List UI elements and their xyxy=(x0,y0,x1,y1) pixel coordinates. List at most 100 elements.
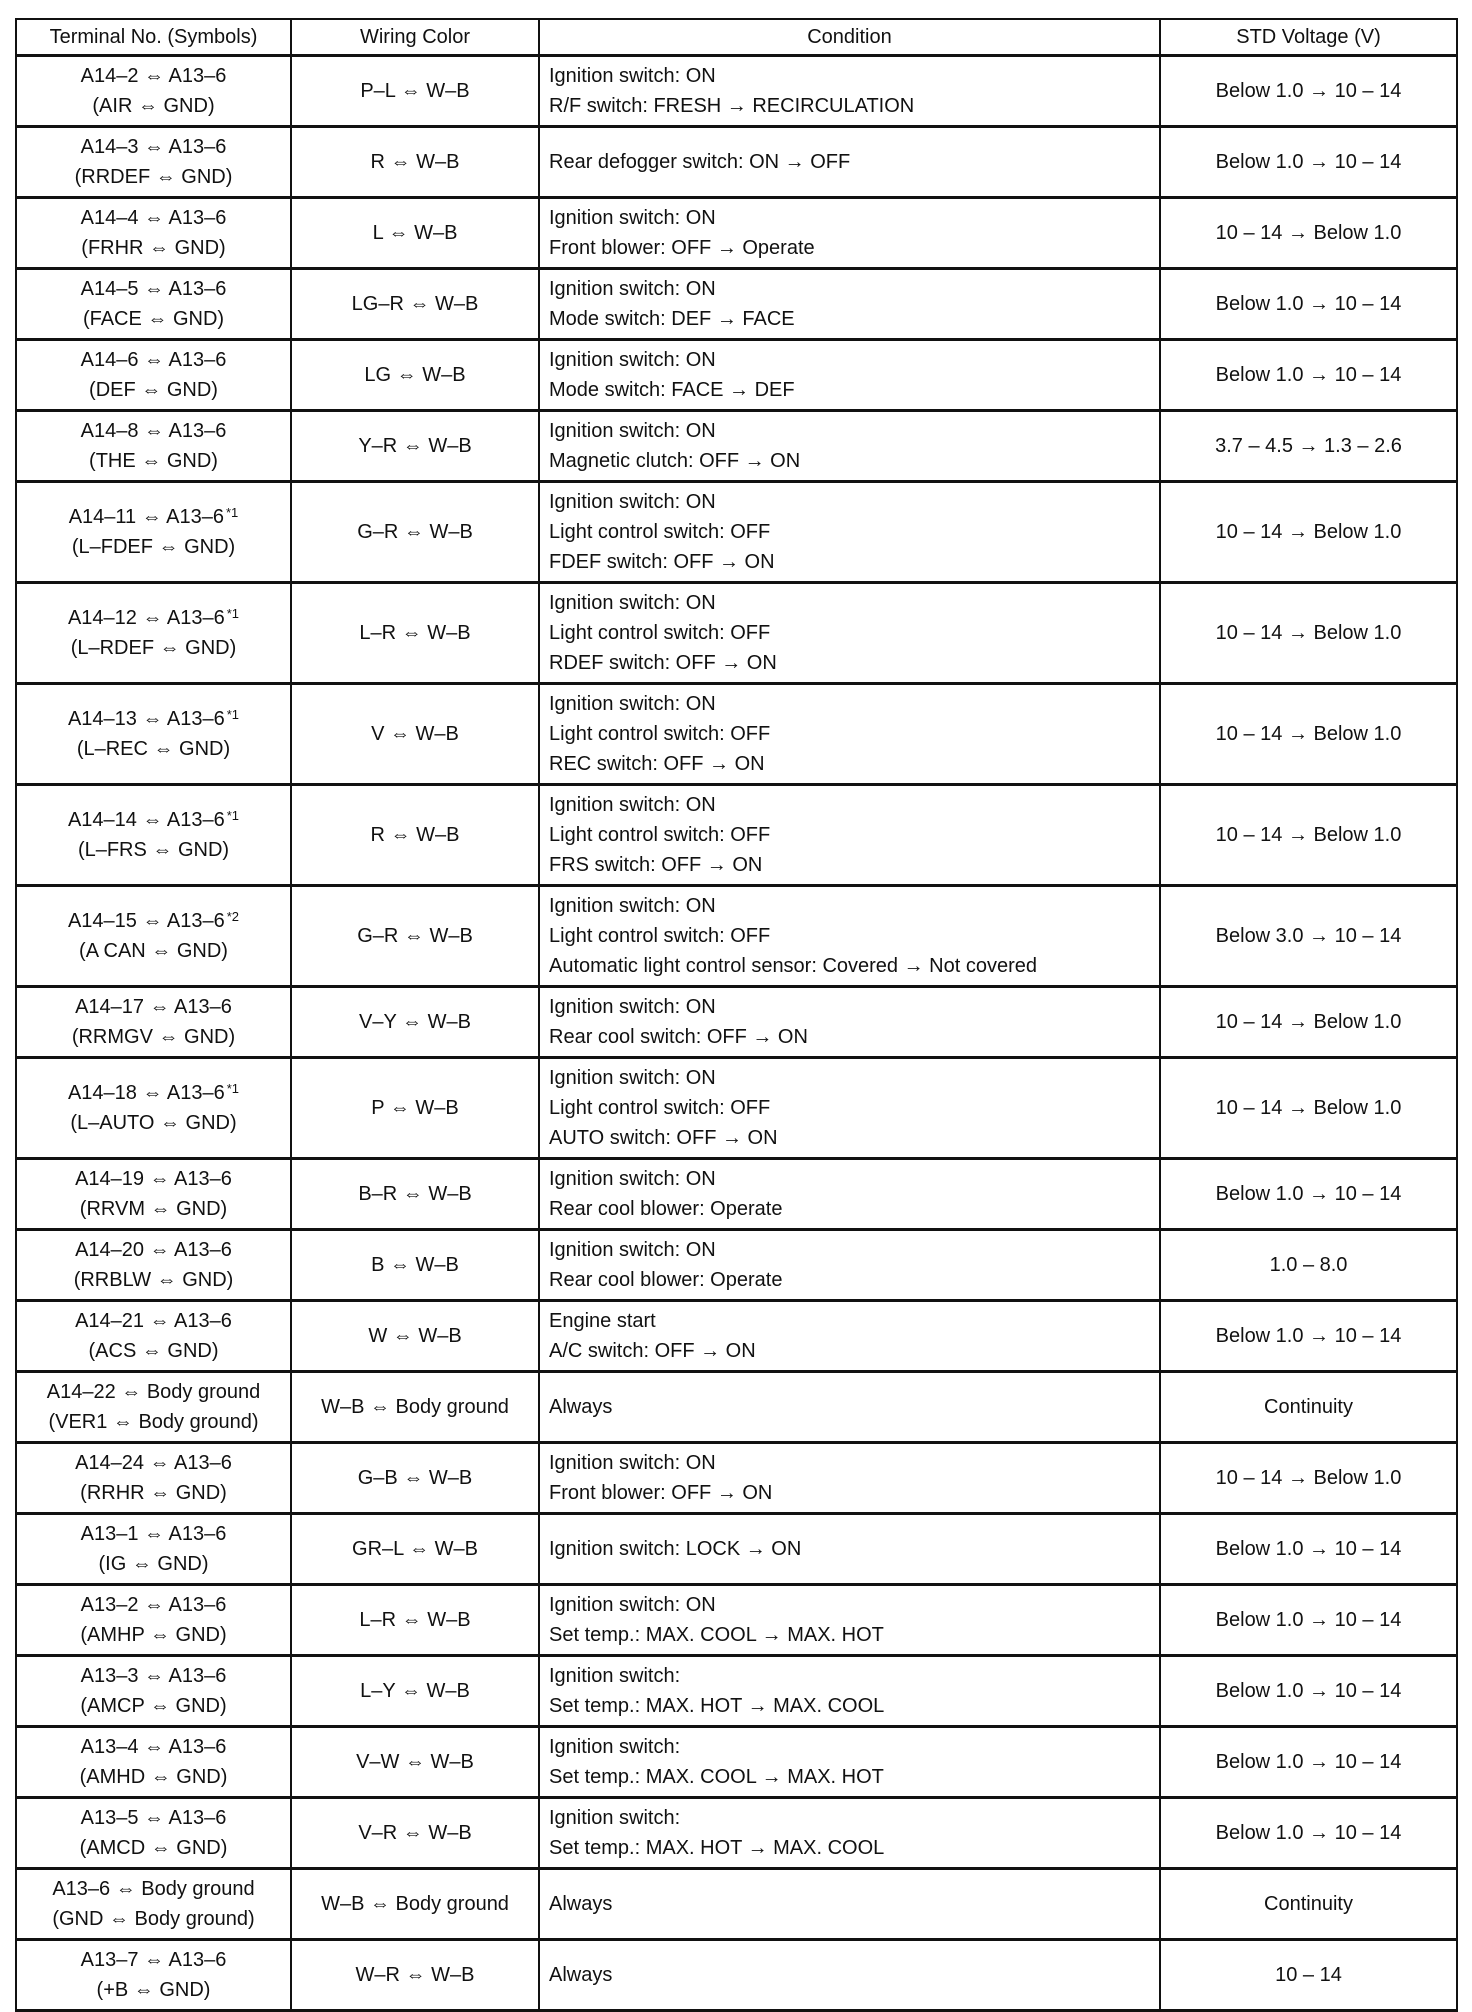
std-voltage-cell: 10 – 14 → Below 1.0 xyxy=(1159,682,1458,786)
wiring-color-cell: W–B ⇔ Body ground xyxy=(290,1370,540,1444)
table-row: A14–21 ⇔ A13–6 (ACS ⇔ GND) W ⇔ W–B Engin… xyxy=(15,1299,1458,1373)
table-row: A14–13 ⇔ A13–6 *1 (L–REC ⇔ GND) V ⇔ W–B I… xyxy=(15,682,1458,786)
wiring-color-cell: LG ⇔ W–B xyxy=(290,338,540,412)
table-row: A13–4 ⇔ A13–6 (AMHD ⇔ GND) V–W ⇔ W–B Ign… xyxy=(15,1725,1458,1799)
condition-line: Light control switch: OFF xyxy=(549,723,771,745)
condition-cell: Ignition switch: ON Front blower: OFF → O… xyxy=(538,196,1161,270)
table-row: A13–1 ⇔ A13–6 (IG ⇔ GND) GR–L ⇔ W–B Igni… xyxy=(15,1512,1458,1586)
table-row: A14–14 ⇔ A13–6 *1 (L–FRS ⇔ GND) R ⇔ W–B I… xyxy=(15,783,1458,887)
condition-cell: Ignition switch: ON Light control switch:… xyxy=(538,581,1161,685)
terminal-symbols: (AMHP ⇔ GND) xyxy=(80,1624,227,1646)
header-std-voltage: STD Voltage (V) xyxy=(1159,18,1458,57)
condition-cell: Ignition switch: ON Light control switch:… xyxy=(538,783,1161,887)
wiring-color-cell: V ⇔ W–B xyxy=(290,682,540,786)
terminal-cell: A14–15 ⇔ A13–6 *2 (A CAN ⇔ GND) xyxy=(15,884,292,988)
terminal-symbols: (THE ⇔ GND) xyxy=(89,450,218,472)
std-voltage-cell: 10 – 14 → Below 1.0 xyxy=(1159,581,1458,685)
terminal-symbols: (RRDEF ⇔ GND) xyxy=(74,166,233,188)
table-row: A14–6 ⇔ A13–6 (DEF ⇔ GND) LG ⇔ W–B Ignit… xyxy=(15,338,1458,412)
condition-line: Ignition switch: ON xyxy=(549,592,716,614)
std-voltage-cell: 3.7 – 4.5 → 1.3 – 2.6 xyxy=(1159,409,1458,483)
wiring-color-cell: L–R ⇔ W–B xyxy=(290,581,540,685)
condition-line: Ignition switch: ON xyxy=(549,1594,716,1616)
wiring-color-cell: LG–R ⇔ W–B xyxy=(290,267,540,341)
terminal-pair: A14–11 ⇔ A13–6 xyxy=(68,506,224,528)
terminal-pair: A13–5 ⇔ A13–6 xyxy=(80,1807,227,1829)
wiring-color-cell: P ⇔ W–B xyxy=(290,1056,540,1160)
table-row: A14–12 ⇔ A13–6 *1 (L–RDEF ⇔ GND) L–R ⇔ W–… xyxy=(15,581,1458,685)
wiring-color-cell: G–B ⇔ W–B xyxy=(290,1441,540,1515)
std-voltage-cell: Below 1.0 → 10 – 14 xyxy=(1159,1654,1458,1728)
terminal-cell: A14–18 ⇔ A13–6 *1 (L–AUTO ⇔ GND) xyxy=(15,1056,292,1160)
condition-line: Set temp.: MAX. HOT → MAX. COOL xyxy=(549,1837,885,1859)
std-voltage-cell: Below 1.0 → 10 – 14 xyxy=(1159,338,1458,412)
terminal-cell: A14–2 ⇔ A13–6 (AIR ⇔ GND) xyxy=(15,54,292,128)
terminal-cell: A13–6 ⇔ Body ground (GND ⇔ Body ground) xyxy=(15,1867,292,1941)
terminal-cell: A14–14 ⇔ A13–6 *1 (L–FRS ⇔ GND) xyxy=(15,783,292,887)
wiring-color-cell: W–R ⇔ W–B xyxy=(290,1938,540,2012)
condition-line: Mode switch: FACE → DEF xyxy=(549,379,795,401)
std-voltage-cell: 10 – 14 → Below 1.0 xyxy=(1159,1441,1458,1515)
wiring-color-cell: G–R ⇔ W–B xyxy=(290,884,540,988)
terminal-pair: A14–15 ⇔ A13–6 xyxy=(67,910,225,932)
terminal-symbols: (L–RDEF ⇔ GND) xyxy=(70,637,237,659)
table-row: A14–22 ⇔ Body ground (VER1 ⇔ Body ground… xyxy=(15,1370,1458,1444)
wiring-color-cell: R ⇔ W–B xyxy=(290,125,540,199)
terminal-pair: A13–2 ⇔ A13–6 xyxy=(80,1594,227,1616)
wiring-color-cell: L–R ⇔ W–B xyxy=(290,1583,540,1657)
condition-line: Ignition switch: LOCK → ON xyxy=(549,1538,802,1560)
std-voltage-cell: Below 1.0 → 10 – 14 xyxy=(1159,1299,1458,1373)
table-row: A13–3 ⇔ A13–6 (AMCP ⇔ GND) L–Y ⇔ W–B Ign… xyxy=(15,1654,1458,1728)
terminal-pair: A14–4 ⇔ A13–6 xyxy=(80,207,227,229)
terminal-pair: A13–7 ⇔ A13–6 xyxy=(80,1949,227,1971)
condition-line: Ignition switch: xyxy=(549,1807,681,1829)
terminal-cell: A14–22 ⇔ Body ground (VER1 ⇔ Body ground… xyxy=(15,1370,292,1444)
condition-cell: Ignition switch: ON Magnetic clutch: OFF … xyxy=(538,409,1161,483)
condition-cell: Ignition switch: ON Light control switch:… xyxy=(538,682,1161,786)
terminal-symbols: (AMCP ⇔ GND) xyxy=(80,1695,227,1717)
wiring-color-cell: B–R ⇔ W–B xyxy=(290,1157,540,1231)
std-voltage-cell: 10 – 14 → Below 1.0 xyxy=(1159,783,1458,887)
condition-line: Light control switch: OFF xyxy=(549,925,771,947)
condition-cell: Engine start A/C switch: OFF → ON xyxy=(538,1299,1161,1373)
terminal-symbols: (RRMGV ⇔ GND) xyxy=(71,1026,236,1048)
terminal-pair: A14–22 ⇔ Body ground xyxy=(46,1381,261,1403)
condition-line: Ignition switch: ON xyxy=(549,491,716,513)
condition-line: Ignition switch: ON xyxy=(549,895,716,917)
terminal-symbols: (VER1 ⇔ Body ground) xyxy=(48,1411,259,1433)
terminal-pair: A14–13 ⇔ A13–6 xyxy=(67,708,225,730)
terminal-cell: A14–21 ⇔ A13–6 (ACS ⇔ GND) xyxy=(15,1299,292,1373)
std-voltage-cell: 10 – 14 → Below 1.0 xyxy=(1159,196,1458,270)
condition-line: Ignition switch: xyxy=(549,1665,681,1687)
condition-line: Mode switch: DEF → FACE xyxy=(549,308,795,330)
condition-cell: Ignition switch: ON Light control switch:… xyxy=(538,1056,1161,1160)
terminal-cell: A14–19 ⇔ A13–6 (RRVM ⇔ GND) xyxy=(15,1157,292,1231)
condition-line: A/C switch: OFF → ON xyxy=(549,1340,756,1362)
condition-line: Rear defogger switch: ON → OFF xyxy=(549,151,851,173)
terminal-cell: A14–5 ⇔ A13–6 (FACE ⇔ GND) xyxy=(15,267,292,341)
condition-line: Magnetic clutch: OFF → ON xyxy=(549,450,801,472)
footnote-mark: *2 xyxy=(226,909,240,924)
table-row: A14–20 ⇔ A13–6 (RRBLW ⇔ GND) B ⇔ W–B Ign… xyxy=(15,1228,1458,1302)
terminal-cell: A13–2 ⇔ A13–6 (AMHP ⇔ GND) xyxy=(15,1583,292,1657)
terminal-voltage-table: Terminal No. (Symbols) Wiring Color Cond… xyxy=(15,18,1458,2012)
condition-line: Ignition switch: xyxy=(549,1736,681,1758)
terminal-pair: A13–6 ⇔ Body ground xyxy=(52,1878,255,1900)
terminal-pair: A14–14 ⇔ A13–6 xyxy=(67,809,225,831)
condition-cell: Ignition switch: ON R/F switch: FRESH → R… xyxy=(538,54,1161,128)
condition-cell: Ignition switch: Set temp.: MAX. COOL → M… xyxy=(538,1725,1161,1799)
terminal-pair: A14–12 ⇔ A13–6 xyxy=(67,607,225,629)
footnote-mark: *1 xyxy=(226,808,240,823)
terminal-symbols: (DEF ⇔ GND) xyxy=(89,379,218,401)
condition-line: Engine start xyxy=(549,1310,656,1332)
header-wiring-color: Wiring Color xyxy=(290,18,540,57)
std-voltage-cell: Below 1.0 → 10 – 14 xyxy=(1159,1157,1458,1231)
terminal-pair: A14–8 ⇔ A13–6 xyxy=(80,420,227,442)
table-row: A14–8 ⇔ A13–6 (THE ⇔ GND) Y–R ⇔ W–B Igni… xyxy=(15,409,1458,483)
std-voltage-cell: Below 3.0 → 10 – 14 xyxy=(1159,884,1458,988)
terminal-pair: A14–20 ⇔ A13–6 xyxy=(75,1239,232,1261)
condition-line: R/F switch: FRESH → RECIRCULATION xyxy=(549,95,915,117)
terminal-symbols: (L–FRS ⇔ GND) xyxy=(77,839,230,861)
terminal-pair: A14–6 ⇔ A13–6 xyxy=(80,349,227,371)
table-row: A14–15 ⇔ A13–6 *2 (A CAN ⇔ GND) G–R ⇔ W–B… xyxy=(15,884,1458,988)
